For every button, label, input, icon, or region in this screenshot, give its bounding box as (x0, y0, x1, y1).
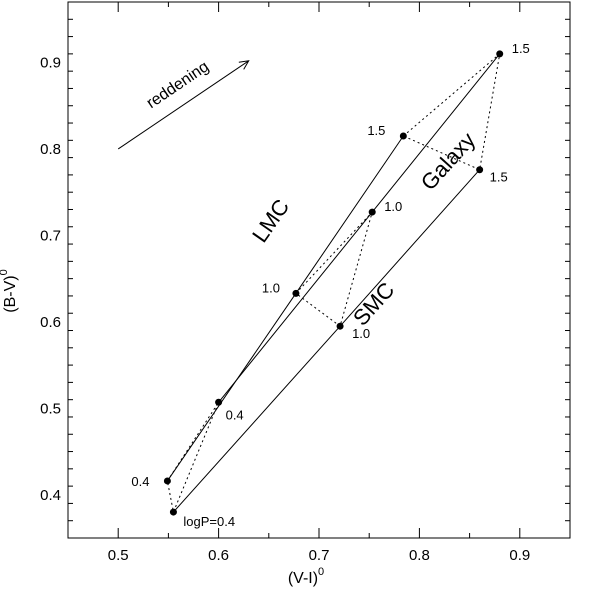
y-axis-title-superscript: 0 (0, 269, 10, 275)
period-connector-dotted-line (295, 211, 373, 328)
x-tick-label: 0.7 (309, 547, 330, 564)
galaxy-data-point (215, 398, 223, 406)
y-tick-label: 0.4 (40, 487, 61, 504)
y-tick-label: 0.9 (40, 55, 61, 72)
galaxy-point-label: 1.5 (512, 41, 530, 56)
x-axis-title-superscript: 0 (318, 566, 324, 578)
y-axis-title-main: (B-V) (2, 275, 19, 312)
y-tick-label: 0.8 (40, 141, 61, 158)
axis-ticks: 0.5 0.6 0.7 0.8 0.9 0.4 0.5 0.6 0.7 0.8 0.9 (40, 1, 571, 564)
lmc-point-label: 0.4 (131, 474, 149, 489)
x-tick-label: 0.8 (409, 547, 430, 564)
galaxy-point-label: 1.0 (384, 199, 402, 214)
reddening-arrow-line (117, 60, 249, 150)
smc-series-line (173, 169, 481, 513)
x-tick-label: 0.5 (108, 547, 129, 564)
lmc-point-label: 1.5 (367, 123, 385, 138)
period-connector-dotted-line (403, 52, 501, 171)
y-tick-label: 0.5 (40, 400, 61, 417)
reddening-arrow-head (238, 60, 250, 70)
smc-series-name: SMC (348, 277, 399, 330)
lmc-data-point (399, 132, 407, 140)
galaxy-data-point (496, 50, 504, 58)
lmc-data-point (292, 289, 300, 297)
galaxy-point-label: 0.4 (226, 407, 244, 422)
data-points: 0.4 1.0 1.5 0.4 1.0 1.5 logP=0.4 1.0 1.5 (131, 41, 529, 529)
smc-data-point (476, 166, 484, 174)
annotations: LMC Galaxy SMC reddening (117, 58, 480, 330)
period-connector-dotted-line (166, 401, 220, 514)
galaxy-data-point (368, 208, 376, 216)
smc-point-label: 1.0 (352, 326, 370, 341)
reddening-label: reddening (144, 58, 212, 112)
lmc-data-point (163, 477, 171, 485)
smc-data-point (169, 508, 177, 516)
x-tick-label: 0.9 (509, 547, 530, 564)
x-tick-label: 0.6 (208, 547, 229, 564)
galaxy-series-name: Galaxy (416, 127, 480, 195)
series-lines (166, 53, 501, 513)
smc-data-point (336, 322, 344, 330)
y-axis-title: (B-V)0 (0, 269, 19, 312)
lmc-series-name: LMC (247, 194, 294, 246)
y-tick-label: 0.6 (40, 314, 61, 331)
lmc-point-label: 1.0 (262, 280, 280, 295)
smc-point-label: logP=0.4 (183, 514, 235, 529)
connector-lines (166, 52, 501, 514)
x-axis-title: (V-I)0 (288, 566, 324, 587)
y-tick-label: 0.7 (40, 227, 61, 244)
x-axis-title-main: (V-I) (288, 570, 318, 587)
smc-point-label: 1.5 (490, 170, 508, 185)
